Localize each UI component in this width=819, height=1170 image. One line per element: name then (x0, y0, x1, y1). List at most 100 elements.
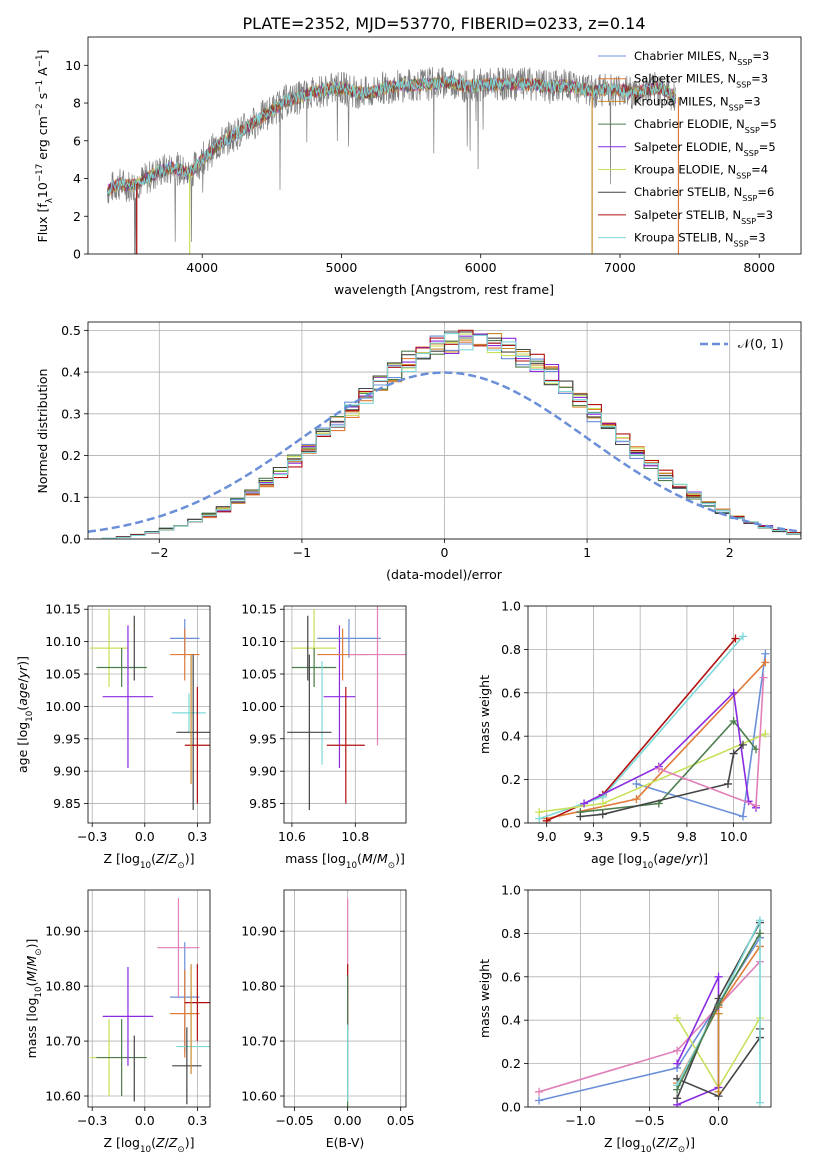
plot-area-age_vs_mass (287, 606, 406, 811)
y-tick-label: 10.90 (241, 924, 277, 939)
legend-entry: Chabrier MILES, NSSP=3 (634, 49, 769, 67)
x-tick-label: 10.0 (720, 829, 748, 844)
y-tick-label: 0.5 (61, 323, 81, 338)
y-axis-label: mass weight (477, 675, 492, 754)
y-tick-label: 10.15 (241, 602, 277, 617)
weight-point-marker (761, 649, 770, 658)
weight-point-marker (729, 688, 738, 697)
y-tick-label: 0.0 (501, 1100, 521, 1115)
axes-mass_vs_Z: −0.3 0.0 0.3 10.60 10.70 10.80 10.90 Z [log10(Z… (24, 889, 211, 1155)
legend-entry: Salpeter MILES, NSSP=3 (634, 72, 768, 90)
y-tick-label: 10.70 (241, 1034, 277, 1049)
weight-point-marker (738, 632, 747, 641)
x-axis-label: Z [log10(Z/Z⊙)] (104, 851, 195, 871)
y-tick-label: 10.10 (45, 634, 81, 649)
y-tick-label: 4 (73, 171, 81, 186)
weight-point-marker (673, 1046, 682, 1055)
x-axis-label: mass [log10(M/M⊙)] (285, 851, 405, 871)
y-tick-label: 2 (73, 209, 81, 224)
x-tick-label: 0.0 (135, 1113, 155, 1128)
histogram-step-chab_stelib (88, 331, 801, 539)
y-tick-label: 0.6 (501, 685, 521, 700)
x-axis-label: wavelength [Angstrom, rest frame] (334, 282, 554, 297)
y-tick-label: 10.80 (45, 979, 81, 994)
y-tick-label: 0.4 (61, 365, 81, 380)
legend-entry: Chabrier ELODIE, NSSP=5 (634, 117, 777, 135)
x-axis-label: Z [log10(Z/Z⊙)] (104, 1135, 195, 1155)
x-tick-label: 9.5 (630, 829, 650, 844)
axes-mass_vs_ebv: −0.05 0.00 0.05 10.60 10.70 10.80 10.90 E(B-V) (241, 889, 415, 1150)
y-tick-label: 0.4 (501, 729, 521, 744)
y-tick-label: 1.0 (501, 883, 521, 898)
x-tick-label: 0.00 (334, 1113, 362, 1128)
y-axis-label: Flux [fλ10−17 erg cm−2 s−1 A−1] (35, 50, 55, 243)
axes-frame (283, 605, 407, 824)
axes-residuals: −2 −1 0 1 2 0.0 0.1 0.2 0.3 0.4 0.5 (data-model)/er… (35, 321, 802, 582)
x-axis-label: E(B-V) (326, 1135, 365, 1150)
weight-point-marker (673, 1094, 682, 1103)
x-tick-label: 0.0 (709, 1113, 729, 1128)
weight-point-marker (673, 1085, 682, 1094)
x-tick-label: −2 (150, 545, 168, 560)
x-tick-label: 9.8 (677, 829, 697, 844)
x-tick-label: 0.0 (135, 829, 155, 844)
weight-series-line (539, 733, 766, 813)
x-tick-label: 5000 (326, 260, 358, 275)
y-tick-label: 0.2 (501, 1056, 521, 1071)
y-tick-label: 0.0 (61, 532, 81, 547)
plot-area-residuals (88, 329, 801, 539)
weight-point-marker (729, 717, 738, 726)
y-tick-label: 0 (73, 247, 81, 262)
x-tick-label: 7000 (604, 260, 636, 275)
weight-point-marker (752, 801, 761, 810)
y-tick-label: 0.6 (501, 969, 521, 984)
x-tick-label: 1 (583, 545, 591, 560)
y-tick-label: 9.85 (53, 796, 81, 811)
weight-point-marker (632, 779, 641, 788)
weight-point-marker (759, 673, 768, 682)
axes-spectrum: 4000 5000 6000 7000 8000 0 2 4 6 8 10 wavelength [A… (35, 36, 802, 297)
model-line-krou_stelib (107, 76, 677, 195)
weight-point-marker (738, 812, 747, 821)
y-tick-label: 10 (65, 58, 81, 73)
legend-entry: Kroupa ELODIE, NSSP=4 (634, 163, 768, 181)
y-tick-label: 10.10 (241, 634, 277, 649)
x-tick-label: 0.3 (187, 1113, 207, 1128)
plot-area-mass_vs_Z (90, 898, 210, 1105)
axes-frame (87, 889, 211, 1108)
y-tick-label: 0.2 (501, 772, 521, 787)
x-tick-label: −1.0 (565, 1113, 595, 1128)
weight-point-marker (576, 812, 585, 821)
weight-point-marker (673, 1059, 682, 1068)
y-tick-label: 9.95 (53, 731, 81, 746)
x-axis-label: (data-model)/error (386, 567, 503, 582)
x-tick-label: 10.8 (341, 829, 369, 844)
weight-point-marker (535, 808, 544, 817)
legend-entry: Salpeter STELIB, NSSP=3 (634, 208, 773, 226)
x-tick-label: 4000 (186, 260, 218, 275)
axes-massweight_vs_age: 9.0 9.3 9.5 9.8 10.0 0.0 0.2 0.4 0.6 0.8 1.0 age [l… (477, 599, 772, 871)
weight-series-line (580, 719, 757, 813)
normal-curve (88, 371, 801, 533)
weight-point-marker (542, 816, 551, 823)
axes-frame (87, 36, 802, 255)
weight-point-marker (755, 1098, 764, 1107)
y-tick-label: 10.60 (241, 1089, 277, 1104)
weight-point-marker (580, 799, 589, 808)
y-axis-label: mass [log10(M/M⊙)] (24, 939, 44, 1059)
weight-point-marker (729, 749, 738, 758)
y-tick-label: 10.00 (241, 699, 277, 714)
y-tick-label: 9.95 (249, 731, 277, 746)
x-axis-label: Z [log10(Z/Z⊙)] (604, 1135, 695, 1155)
legend-entry: Chabrier STELIB, NSSP=6 (634, 185, 774, 203)
histogram-step-krou_stelib (88, 333, 801, 539)
y-tick-label: 10.90 (45, 924, 81, 939)
x-tick-label: −0.3 (77, 1113, 107, 1128)
histogram-step-salp_stelib (88, 329, 801, 539)
y-tick-label: 10.05 (241, 667, 277, 682)
weight-point-marker (598, 810, 607, 819)
y-axis-label: Normed distribution (35, 369, 50, 494)
y-tick-label: 10.00 (45, 699, 81, 714)
weight-point-marker (714, 1001, 723, 1010)
